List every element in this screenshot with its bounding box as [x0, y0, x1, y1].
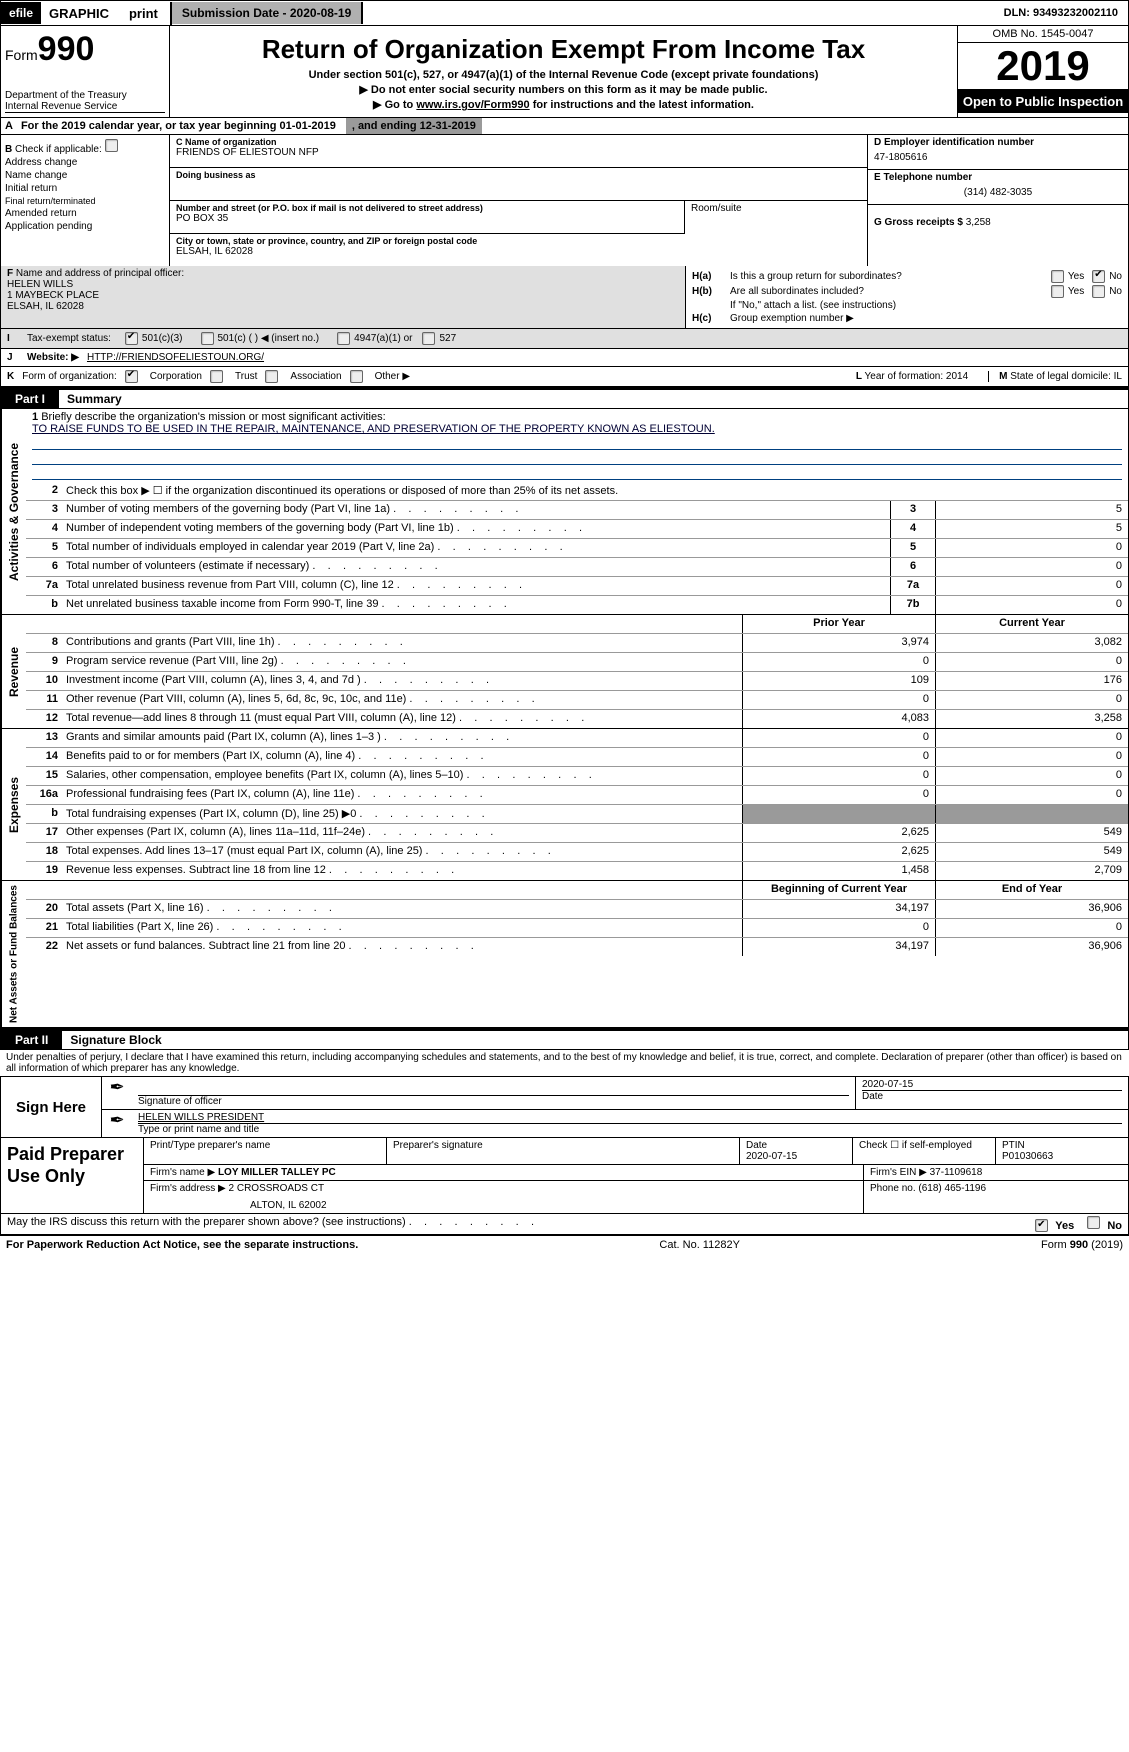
- may-no[interactable]: [1087, 1216, 1100, 1229]
- vtab-expenses: Expenses: [1, 729, 26, 880]
- table-row: 10Investment income (Part VIII, column (…: [26, 672, 1128, 691]
- graphic-label: GRAPHIC: [41, 2, 117, 25]
- table-row: 13Grants and similar amounts paid (Part …: [26, 729, 1128, 748]
- paid-preparer-label: Paid Preparer Use Only: [1, 1138, 144, 1213]
- efile-badge: efile: [1, 2, 41, 24]
- subtitle-3: ▶ Go to www.irs.gov/Form990 for instruct…: [178, 98, 949, 111]
- col-b: B Check if applicable: Address change Na…: [1, 135, 170, 266]
- hb-no[interactable]: [1092, 285, 1105, 298]
- may-yes[interactable]: [1035, 1219, 1048, 1232]
- table-row: 5Total number of individuals employed in…: [26, 539, 1128, 558]
- org-name: FRIENDS OF ELIESTOUN NFP: [176, 147, 861, 158]
- table-row: 16aProfessional fundraising fees (Part I…: [26, 786, 1128, 805]
- city: ELSAH, IL 62028: [176, 246, 861, 257]
- vtab-revenue: Revenue: [1, 615, 26, 728]
- table-row: bNet unrelated business taxable income f…: [26, 596, 1128, 614]
- firm-phone: (618) 465-1196: [918, 1183, 986, 1194]
- vtab-net: Net Assets or Fund Balances: [1, 881, 26, 1027]
- gross-receipts: 3,258: [966, 217, 991, 228]
- col-de: D Employer identification number 47-1805…: [867, 135, 1128, 266]
- net-headers: Beginning of Current Year End of Year: [26, 881, 1128, 900]
- table-row: 2Check this box ▶ ☐ if the organization …: [26, 482, 1128, 501]
- row-j: J Website: ▶ HTTP://FRIENDSOFELIESTOUN.O…: [0, 349, 1129, 367]
- k-corp[interactable]: [125, 370, 138, 383]
- table-row: 21Total liabilities (Part X, line 26)00: [26, 919, 1128, 938]
- ha-no[interactable]: [1092, 270, 1105, 283]
- form-number: Form990: [5, 30, 165, 69]
- table-row: 4Number of independent voting members of…: [26, 520, 1128, 539]
- hb-yes[interactable]: [1051, 285, 1064, 298]
- sign-here: Sign Here: [1, 1077, 102, 1137]
- table-row: 14Benefits paid to or for members (Part …: [26, 748, 1128, 767]
- table-row: 6Total number of volunteers (estimate if…: [26, 558, 1128, 577]
- website-link[interactable]: HTTP://FRIENDSOFELIESTOUN.ORG/: [87, 352, 264, 363]
- col-headers: Prior Year Current Year: [26, 615, 1128, 634]
- perjury: Under penalties of perjury, I declare th…: [0, 1050, 1129, 1077]
- firm-name: LOY MILLER TALLEY PC: [218, 1167, 336, 1178]
- table-row: 11Other revenue (Part VIII, column (A), …: [26, 691, 1128, 710]
- arrow-icon: ✒: [102, 1110, 132, 1137]
- form-title: Return of Organization Exempt From Incom…: [178, 34, 949, 65]
- submission-date: Submission Date - 2020-08-19: [172, 2, 363, 24]
- ein: 47-1805616: [874, 148, 1122, 163]
- form-footer: Form 990 (2019): [1041, 1239, 1123, 1251]
- table-row: 19Revenue less expenses. Subtract line 1…: [26, 862, 1128, 880]
- firm-ein: 37-1109618: [930, 1167, 983, 1178]
- footer: For Paperwork Reduction Act Notice, see …: [0, 1235, 1129, 1254]
- ptin: P01030663: [1002, 1151, 1122, 1162]
- table-row: 12Total revenue—add lines 8 through 11 (…: [26, 710, 1128, 728]
- subtitle-1: Under section 501(c), 527, or 4947(a)(1)…: [178, 69, 949, 81]
- omb-number: OMB No. 1545-0047: [958, 26, 1128, 43]
- checkbox-applicable[interactable]: [105, 139, 118, 152]
- form-header: Form990 Department of the Treasury Inter…: [0, 26, 1129, 118]
- phone: (314) 482-3035: [874, 183, 1122, 198]
- department: Department of the Treasury Internal Reve…: [5, 90, 165, 113]
- group-return: H(a)Is this a group return for subordina…: [686, 266, 1128, 328]
- row-a: A For the 2019 calendar year, or tax yea…: [0, 118, 1129, 135]
- table-row: 20Total assets (Part X, line 16)34,19736…: [26, 900, 1128, 919]
- table-row: 17Other expenses (Part IX, column (A), l…: [26, 824, 1128, 843]
- table-row: 3Number of voting members of the governi…: [26, 501, 1128, 520]
- officer-name: HELEN WILLS PRESIDENT: [138, 1112, 1122, 1124]
- dln: DLN: 93493232002110: [994, 3, 1128, 23]
- table-row: 7aTotal unrelated business revenue from …: [26, 577, 1128, 596]
- table-row: 15Salaries, other compensation, employee…: [26, 767, 1128, 786]
- may-discuss: May the IRS discuss this return with the…: [0, 1214, 1129, 1235]
- vtab-governance: Activities & Governance: [1, 409, 26, 614]
- row-i: I Tax-exempt status: 501(c)(3) 501(c) ( …: [0, 329, 1129, 349]
- row-k: K Form of organization: Corporation Trus…: [0, 367, 1129, 388]
- principal-officer: F Name and address of principal officer:…: [1, 266, 686, 328]
- table-row: 8Contributions and grants (Part VIII, li…: [26, 634, 1128, 653]
- subtitle-2: ▶ Do not enter social security numbers o…: [178, 83, 949, 96]
- part2-header: Part II Signature Block: [0, 1029, 1129, 1050]
- table-row: 9Program service revenue (Part VIII, lin…: [26, 653, 1128, 672]
- open-to-public: Open to Public Inspection: [958, 90, 1128, 113]
- col-c: C Name of organization FRIENDS OF ELIEST…: [170, 135, 867, 266]
- part1-header: Part I Summary: [0, 388, 1129, 409]
- ha-yes[interactable]: [1051, 270, 1064, 283]
- print-label[interactable]: print: [117, 2, 172, 25]
- arrow-icon: ✒: [102, 1077, 132, 1109]
- table-row: bTotal fundraising expenses (Part IX, co…: [26, 805, 1128, 824]
- topbar: efile GRAPHIC print Submission Date - 20…: [0, 0, 1129, 26]
- tax-year: 2019: [958, 43, 1128, 90]
- table-row: 18Total expenses. Add lines 13–17 (must …: [26, 843, 1128, 862]
- irs-link[interactable]: www.irs.gov/Form990: [416, 99, 529, 111]
- mission: 1 Briefly describe the organization's mi…: [26, 409, 1128, 482]
- table-row: 22Net assets or fund balances. Subtract …: [26, 938, 1128, 956]
- street: PO BOX 35: [176, 213, 678, 224]
- 501c3-check[interactable]: [125, 332, 138, 345]
